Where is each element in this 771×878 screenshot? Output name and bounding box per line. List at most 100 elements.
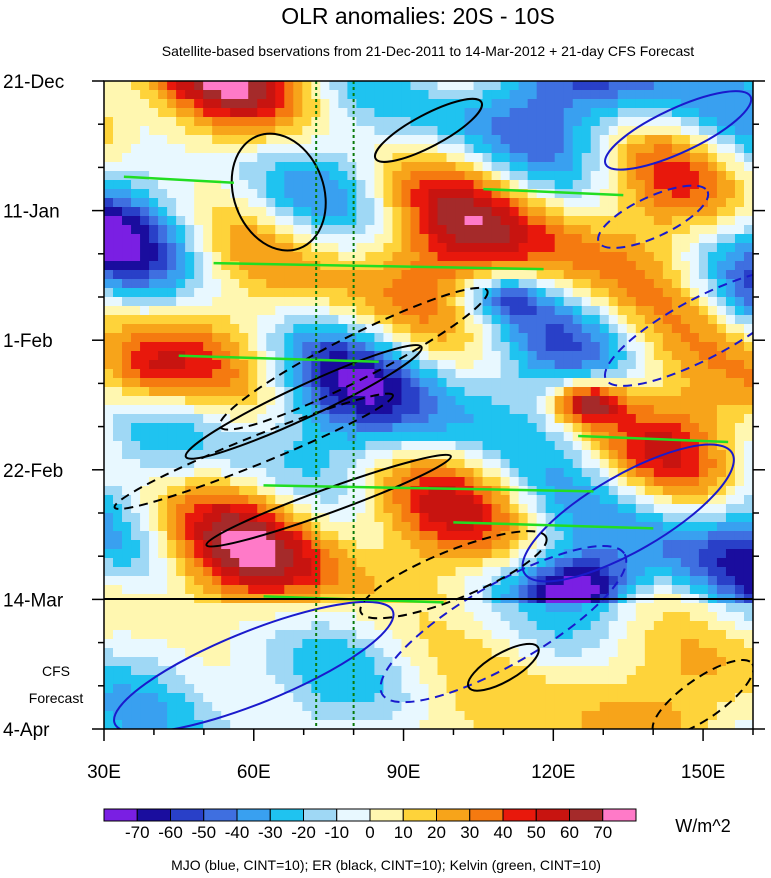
field-cell bbox=[221, 81, 231, 91]
field-cell bbox=[356, 90, 366, 100]
field-cell bbox=[581, 162, 592, 172]
field-cell bbox=[104, 117, 114, 127]
field-cell bbox=[653, 630, 664, 640]
field-cell bbox=[437, 405, 448, 415]
field-cell bbox=[707, 207, 718, 217]
field-cell bbox=[518, 162, 529, 172]
field-cell bbox=[302, 288, 312, 298]
field-cell bbox=[662, 666, 673, 676]
field-cell bbox=[230, 423, 240, 433]
field-cell bbox=[293, 468, 303, 478]
field-cell bbox=[185, 297, 195, 307]
field-cell bbox=[644, 468, 655, 478]
field-cell bbox=[473, 585, 484, 595]
field-cell bbox=[158, 558, 168, 568]
field-cell bbox=[608, 306, 619, 316]
field-cell bbox=[221, 315, 231, 325]
field-cell bbox=[545, 117, 556, 127]
field-cell bbox=[149, 531, 159, 541]
field-cell bbox=[356, 117, 366, 127]
field-cell bbox=[194, 207, 204, 217]
field-cell bbox=[329, 414, 339, 424]
field-cell bbox=[158, 351, 168, 361]
field-cell bbox=[410, 612, 421, 622]
field-cell bbox=[455, 171, 466, 181]
field-cell bbox=[536, 558, 547, 568]
field-cell bbox=[329, 243, 339, 253]
field-cell bbox=[743, 288, 753, 298]
field-cell bbox=[131, 396, 141, 406]
field-cell bbox=[662, 585, 673, 595]
field-cell bbox=[257, 198, 267, 208]
field-cell bbox=[518, 477, 529, 487]
field-cell bbox=[230, 99, 240, 109]
field-cell bbox=[509, 441, 520, 451]
field-cell bbox=[653, 162, 664, 172]
field-cell bbox=[356, 207, 366, 217]
field-cell bbox=[122, 288, 132, 298]
field-cell bbox=[698, 423, 709, 433]
field-cell bbox=[401, 423, 412, 433]
field-cell bbox=[302, 135, 312, 145]
field-cell bbox=[203, 657, 213, 667]
field-cell bbox=[401, 297, 412, 307]
field-cell bbox=[419, 639, 430, 649]
field-cell bbox=[554, 396, 565, 406]
field-cell bbox=[311, 405, 321, 415]
field-cell bbox=[266, 234, 276, 244]
field-cell bbox=[626, 396, 637, 406]
field-cell bbox=[410, 162, 421, 172]
field-cell bbox=[626, 477, 637, 487]
field-cell bbox=[473, 90, 484, 100]
field-cell bbox=[437, 486, 448, 496]
field-cell bbox=[554, 675, 565, 685]
field-cell bbox=[383, 414, 394, 424]
field-cell bbox=[545, 549, 556, 559]
field-cell bbox=[410, 603, 421, 613]
field-cell bbox=[113, 567, 123, 577]
field-cell bbox=[410, 81, 421, 91]
field-cell bbox=[464, 621, 475, 631]
field-cell bbox=[266, 450, 276, 460]
field-cell bbox=[158, 153, 168, 163]
field-cell bbox=[518, 117, 529, 127]
field-cell bbox=[410, 198, 421, 208]
field-cell bbox=[185, 423, 195, 433]
field-cell bbox=[410, 657, 421, 667]
field-cell bbox=[176, 612, 186, 622]
field-cell bbox=[410, 171, 421, 181]
field-cell bbox=[239, 189, 249, 199]
field-cell bbox=[518, 585, 529, 595]
field-cell bbox=[410, 405, 421, 415]
field-cell bbox=[608, 135, 619, 145]
field-cell bbox=[158, 234, 168, 244]
field-cell bbox=[104, 585, 114, 595]
chart-subtitle: Satellite-based bservations from 21-Dec-… bbox=[162, 43, 694, 59]
field-cell bbox=[536, 531, 547, 541]
field-cell bbox=[527, 423, 538, 433]
field-cell bbox=[500, 612, 511, 622]
field-cell bbox=[455, 207, 466, 217]
field-cell bbox=[527, 450, 538, 460]
field-cell bbox=[599, 423, 610, 433]
field-cell bbox=[581, 414, 592, 424]
field-cell bbox=[599, 513, 610, 523]
field-cell bbox=[617, 333, 628, 343]
field-cell bbox=[428, 180, 439, 190]
field-cell bbox=[122, 153, 132, 163]
field-cell bbox=[545, 450, 556, 460]
field-cell bbox=[194, 315, 204, 325]
field-cell bbox=[482, 675, 493, 685]
field-cell bbox=[572, 675, 583, 685]
field-cell bbox=[734, 180, 745, 190]
field-cell bbox=[131, 225, 141, 235]
field-cell bbox=[563, 225, 574, 235]
field-cell bbox=[473, 396, 484, 406]
field-cell bbox=[725, 108, 736, 118]
field-cell bbox=[680, 477, 691, 487]
field-cell bbox=[608, 243, 619, 253]
field-cell bbox=[221, 288, 231, 298]
field-cell bbox=[239, 702, 249, 712]
field-cell bbox=[626, 558, 637, 568]
field-cell bbox=[563, 90, 574, 100]
